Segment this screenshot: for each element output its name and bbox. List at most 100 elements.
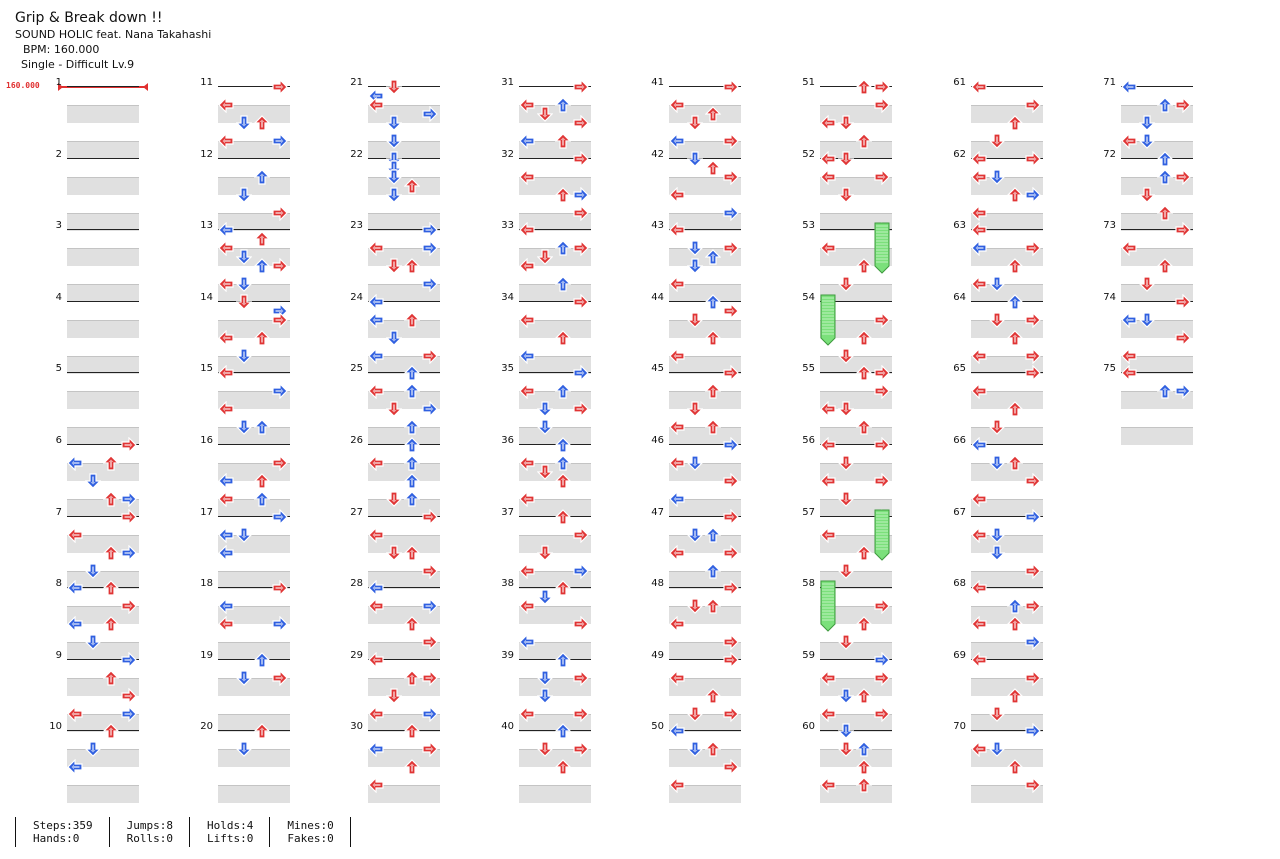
note-right-icon	[272, 78, 288, 96]
note-right-icon	[422, 597, 438, 615]
note-left-icon	[368, 382, 384, 400]
note-right-icon	[1175, 96, 1191, 114]
note-up-icon	[403, 616, 421, 632]
note-right-icon	[1025, 96, 1041, 114]
note-down-icon	[686, 401, 704, 418]
note-up-icon	[102, 455, 120, 471]
note-up-icon	[704, 419, 722, 435]
note-down-icon	[235, 186, 253, 203]
note-left-icon	[519, 705, 535, 723]
note-down-icon	[536, 464, 554, 480]
measure-line	[67, 658, 139, 660]
note-up-icon	[554, 508, 572, 525]
measure-line	[971, 300, 1043, 302]
note-right-icon	[874, 364, 890, 382]
beat-stripe	[368, 355, 440, 374]
note-left-icon	[820, 705, 836, 723]
note-left-icon	[669, 544, 685, 562]
beat-stripe	[669, 176, 741, 195]
note-down-icon	[385, 133, 403, 149]
beat-stripe	[971, 212, 1043, 231]
note-down-icon	[385, 491, 403, 507]
note-up-icon	[102, 616, 120, 632]
beat-stripe	[67, 534, 139, 553]
measure-line	[218, 730, 290, 732]
note-left-icon	[971, 526, 987, 544]
measure-line	[67, 730, 139, 732]
stat-value: Jumps:8	[126, 819, 173, 832]
measure-line	[519, 587, 591, 589]
measure-line	[368, 515, 440, 517]
measure-number: 74	[1103, 291, 1116, 303]
note-left-icon	[669, 418, 685, 436]
note-left-icon	[368, 705, 384, 723]
beat-stripe	[1121, 284, 1193, 303]
note-left-icon	[67, 758, 83, 776]
note-up-icon	[855, 616, 873, 632]
beat-stripe	[971, 427, 1043, 446]
note-left-icon	[820, 239, 836, 257]
note-right-icon	[121, 490, 137, 508]
measure-number: 70	[953, 721, 966, 733]
beat-stripe	[519, 713, 591, 732]
beat-stripe	[218, 642, 290, 661]
measure-line	[669, 86, 741, 87]
note-left-icon	[971, 78, 987, 96]
note-up-icon	[855, 741, 873, 757]
beat-stripe	[669, 642, 741, 661]
beat-stripe	[971, 570, 1043, 589]
note-left-icon	[1121, 132, 1137, 150]
note-up-icon	[403, 491, 421, 507]
beat-stripe	[218, 248, 290, 267]
note-left-icon	[1121, 364, 1137, 382]
measure-line	[669, 587, 741, 589]
note-down-icon	[837, 401, 855, 418]
note-down-icon	[837, 491, 855, 507]
note-down-icon	[235, 276, 253, 293]
note-up-icon	[855, 258, 873, 274]
note-right-icon	[573, 669, 589, 687]
beat-stripe	[820, 677, 892, 696]
note-up-icon	[102, 544, 120, 561]
note-right-icon	[121, 687, 137, 705]
measure-line	[218, 658, 290, 660]
note-up-icon	[403, 437, 421, 453]
note-left-icon	[971, 436, 987, 454]
note-left-icon	[669, 454, 685, 472]
chart-difficulty: Single - Difficult Lv.9	[21, 58, 135, 71]
note-left-icon	[820, 168, 836, 186]
measure-line	[820, 730, 892, 732]
measure-number: 38	[501, 578, 514, 590]
beat-stripe	[368, 105, 440, 123]
note-down-icon	[235, 419, 253, 436]
note-down-icon	[1138, 276, 1156, 293]
beat-stripe	[971, 248, 1043, 267]
note-up-icon	[1006, 455, 1024, 471]
note-up-icon	[554, 186, 572, 203]
measure-number: 11	[200, 77, 213, 88]
beat-stripe	[218, 749, 290, 768]
note-up-icon	[1156, 97, 1174, 113]
measure-line	[971, 86, 1043, 87]
note-right-icon	[121, 651, 137, 669]
note-right-icon	[573, 562, 589, 580]
measure-line	[669, 229, 741, 231]
note-down-icon	[837, 741, 855, 758]
note-up-icon	[704, 562, 722, 579]
note-down-icon	[837, 186, 855, 203]
note-down-icon	[1138, 133, 1156, 149]
note-right-icon	[422, 508, 438, 526]
note-down-icon	[84, 741, 102, 758]
note-up-icon	[403, 365, 421, 381]
beat-stripe	[368, 642, 440, 661]
beat-stripe	[218, 463, 290, 481]
measure-number: 45	[651, 363, 664, 375]
beat-stripe	[1121, 141, 1193, 159]
note-right-icon	[1025, 239, 1041, 257]
beat-stripe	[218, 105, 290, 123]
note-left-icon	[971, 615, 987, 633]
note-right-icon	[121, 436, 137, 454]
note-up-icon	[855, 687, 873, 704]
measure-line	[218, 300, 290, 302]
beat-stripe	[218, 570, 290, 589]
